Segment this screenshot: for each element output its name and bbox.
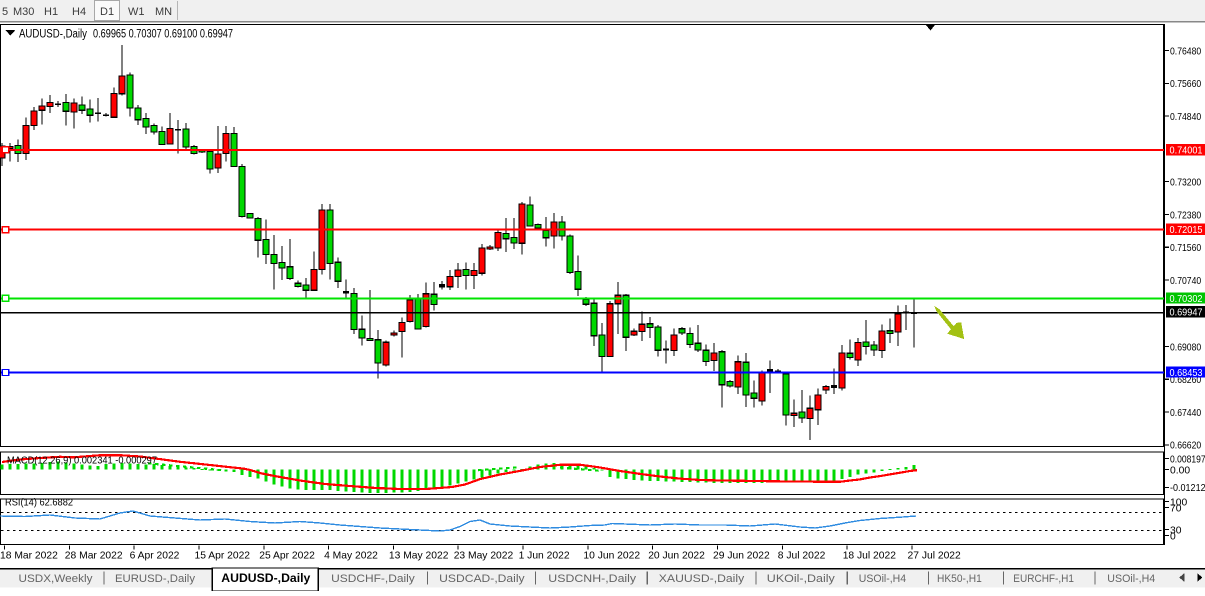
svg-text:USOil-,H4: USOil-,H4 bbox=[859, 573, 906, 585]
svg-text:0.69965 0.70307 0.69100 0.6994: 0.69965 0.70307 0.69100 0.69947 bbox=[93, 29, 233, 41]
svg-text:0.67440: 0.67440 bbox=[1170, 408, 1201, 419]
svg-text:USOil-,H4: USOil-,H4 bbox=[1107, 573, 1155, 585]
svg-text:0: 0 bbox=[1170, 531, 1176, 542]
svg-text:13 May 2022: 13 May 2022 bbox=[389, 551, 449, 562]
svg-text:20 Jun 2022: 20 Jun 2022 bbox=[648, 551, 705, 562]
svg-text:23 May 2022: 23 May 2022 bbox=[454, 551, 514, 562]
svg-text:0.76480: 0.76480 bbox=[1170, 46, 1201, 57]
svg-text:W1: W1 bbox=[128, 6, 145, 18]
svg-text:0.008197: 0.008197 bbox=[1170, 454, 1205, 465]
svg-text:18 Jul 2022: 18 Jul 2022 bbox=[843, 551, 897, 562]
svg-text:0.73200: 0.73200 bbox=[1170, 178, 1201, 189]
svg-text:EURCHF-,H1: EURCHF-,H1 bbox=[1013, 573, 1074, 585]
svg-text:0.68260: 0.68260 bbox=[1170, 375, 1201, 386]
svg-text:USDCAD-,Daily: USDCAD-,Daily bbox=[439, 573, 525, 585]
svg-text:USDCHF-,Daily: USDCHF-,Daily bbox=[331, 573, 415, 585]
svg-text:XAUUSD-,Daily: XAUUSD-,Daily bbox=[659, 573, 745, 585]
svg-text:27 Jul 2022: 27 Jul 2022 bbox=[908, 551, 962, 562]
svg-text:10 Jun 2022: 10 Jun 2022 bbox=[583, 551, 640, 562]
svg-text:100: 100 bbox=[1170, 497, 1187, 508]
svg-text:1 Jun 2022: 1 Jun 2022 bbox=[519, 551, 570, 562]
svg-text:H1: H1 bbox=[44, 6, 58, 18]
svg-text:0.70302: 0.70302 bbox=[1170, 294, 1203, 305]
svg-text:UKOil-,Daily: UKOil-,Daily bbox=[767, 573, 835, 585]
svg-text:H4: H4 bbox=[72, 6, 86, 18]
svg-text:RSI(14) 62.6882: RSI(14) 62.6882 bbox=[5, 498, 73, 509]
svg-text:0.70740: 0.70740 bbox=[1170, 276, 1201, 287]
svg-text:0.68453: 0.68453 bbox=[1170, 368, 1203, 379]
svg-text:25 Apr 2022: 25 Apr 2022 bbox=[259, 551, 315, 562]
svg-text:8 Jul 2022: 8 Jul 2022 bbox=[778, 551, 826, 562]
svg-text:USDCNH-,Daily: USDCNH-,Daily bbox=[548, 573, 636, 585]
svg-text:0.74840: 0.74840 bbox=[1170, 112, 1201, 123]
svg-text:70: 70 bbox=[1170, 503, 1182, 514]
svg-text:EURUSD-,Daily: EURUSD-,Daily bbox=[115, 573, 195, 585]
svg-text:4 May 2022: 4 May 2022 bbox=[324, 551, 378, 562]
svg-text:0.74001: 0.74001 bbox=[1170, 145, 1203, 156]
svg-text:0.69947: 0.69947 bbox=[1170, 308, 1203, 319]
svg-text:5: 5 bbox=[2, 6, 8, 18]
svg-text:29 Jun 2022: 29 Jun 2022 bbox=[713, 551, 770, 562]
svg-text:0.72015: 0.72015 bbox=[1170, 225, 1203, 236]
svg-text:M30: M30 bbox=[13, 6, 34, 18]
svg-text:HK50-,H1: HK50-,H1 bbox=[937, 573, 982, 585]
svg-text:-0.01212: -0.01212 bbox=[1170, 483, 1205, 494]
svg-text:6 Apr 2022: 6 Apr 2022 bbox=[130, 551, 180, 562]
svg-text:30: 30 bbox=[1170, 525, 1182, 536]
svg-text:18 Mar 2022: 18 Mar 2022 bbox=[0, 551, 58, 562]
svg-text:28 Mar 2022: 28 Mar 2022 bbox=[65, 551, 123, 562]
svg-text:0.71560: 0.71560 bbox=[1170, 243, 1201, 254]
svg-text:0.66620: 0.66620 bbox=[1170, 441, 1201, 452]
svg-text:AUDUSD-,Daily: AUDUSD-,Daily bbox=[19, 29, 87, 41]
svg-text:15 Apr 2022: 15 Apr 2022 bbox=[195, 551, 251, 562]
svg-text:0.69080: 0.69080 bbox=[1170, 342, 1201, 353]
svg-text:USDX,Weekly: USDX,Weekly bbox=[19, 573, 93, 585]
svg-text:0.75660: 0.75660 bbox=[1170, 79, 1201, 90]
svg-text:D1: D1 bbox=[100, 6, 114, 18]
svg-text:0.72380: 0.72380 bbox=[1170, 210, 1201, 221]
svg-text:AUDUSD-,Daily: AUDUSD-,Daily bbox=[221, 573, 311, 585]
svg-text:0.00: 0.00 bbox=[1170, 465, 1190, 476]
svg-text:MN: MN bbox=[155, 6, 172, 18]
svg-text:MACD(12,26,9) 0.002341 -0.0002: MACD(12,26,9) 0.002341 -0.000297 bbox=[7, 456, 157, 467]
